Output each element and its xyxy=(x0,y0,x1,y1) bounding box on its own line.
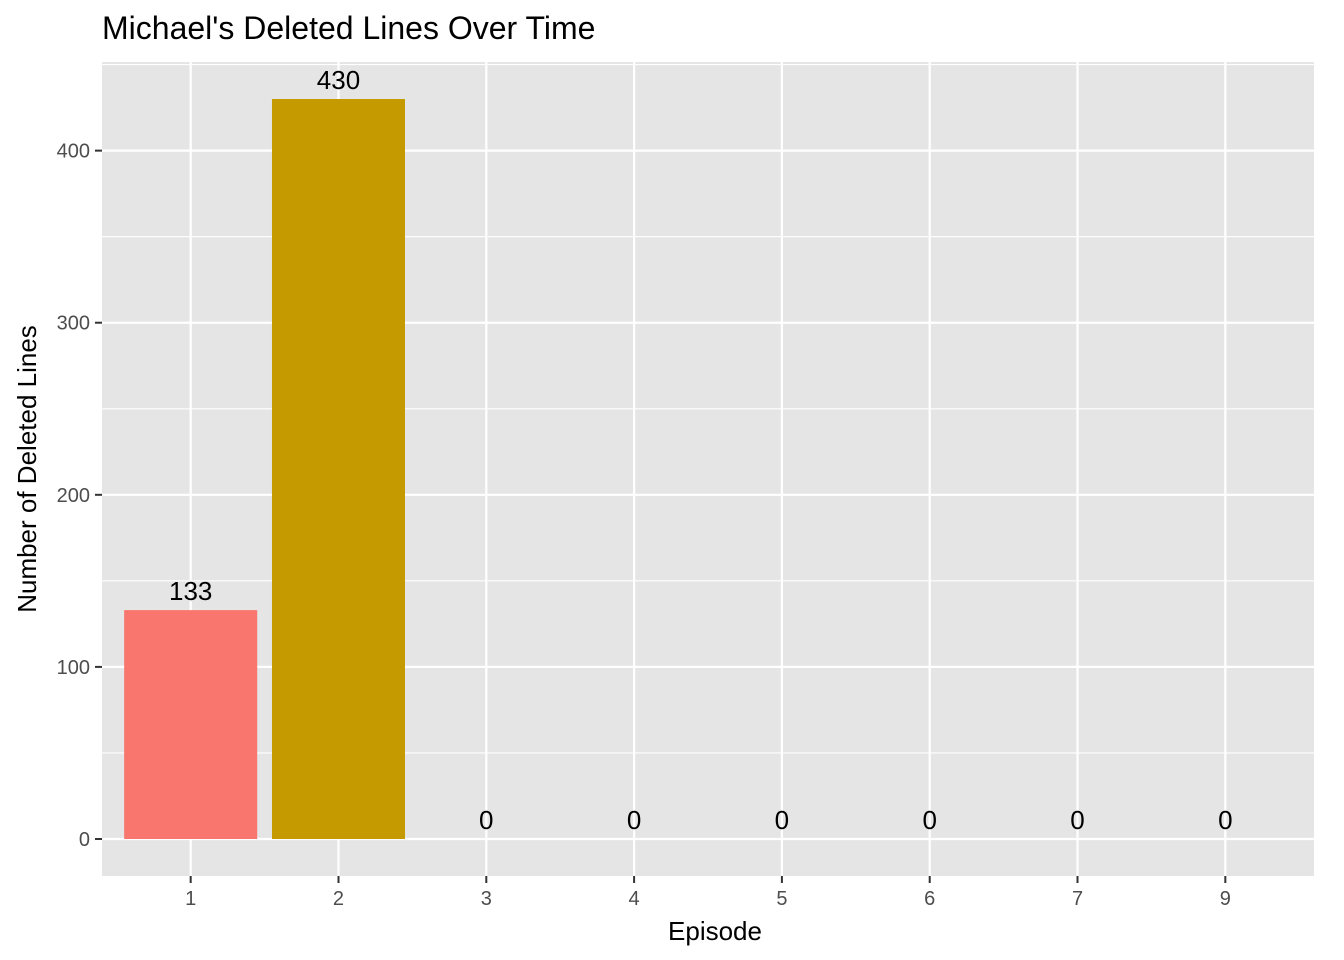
data-label: 0 xyxy=(922,805,936,835)
bars xyxy=(124,99,405,839)
x-axis: 1 2 3 4 5 6 7 9 xyxy=(185,876,1231,910)
x-tick-label: 9 xyxy=(1220,888,1231,910)
y-tick-label: 400 xyxy=(57,141,90,163)
data-label: 0 xyxy=(1218,805,1232,835)
y-axis: 0 100 200 300 400 xyxy=(57,141,102,851)
data-labels: 133 430 0 0 0 0 0 0 xyxy=(169,65,1233,835)
y-tick-label: 100 xyxy=(57,657,90,679)
y-tick-label: 0 xyxy=(79,829,90,851)
y-axis-title: Number of Deleted Lines xyxy=(12,325,42,613)
y-tick-label: 200 xyxy=(57,485,90,507)
data-label: 430 xyxy=(317,65,360,95)
chart-title: Michael's Deleted Lines Over Time xyxy=(102,10,595,46)
y-tick-label: 300 xyxy=(57,313,90,335)
x-tick-label: 1 xyxy=(185,888,196,910)
data-label: 0 xyxy=(627,805,641,835)
x-tick-label: 6 xyxy=(924,888,935,910)
x-axis-title: Episode xyxy=(668,916,762,946)
x-tick-label: 5 xyxy=(776,888,787,910)
x-tick-label: 7 xyxy=(1072,888,1083,910)
data-label: 0 xyxy=(775,805,789,835)
x-tick-label: 2 xyxy=(333,888,344,910)
data-label: 133 xyxy=(169,576,212,606)
x-tick-label: 3 xyxy=(481,888,492,910)
data-label: 0 xyxy=(479,805,493,835)
data-label: 0 xyxy=(1070,805,1084,835)
x-tick-label: 4 xyxy=(629,888,640,910)
bar-episode-1 xyxy=(124,610,258,839)
bar-episode-2 xyxy=(271,99,405,839)
